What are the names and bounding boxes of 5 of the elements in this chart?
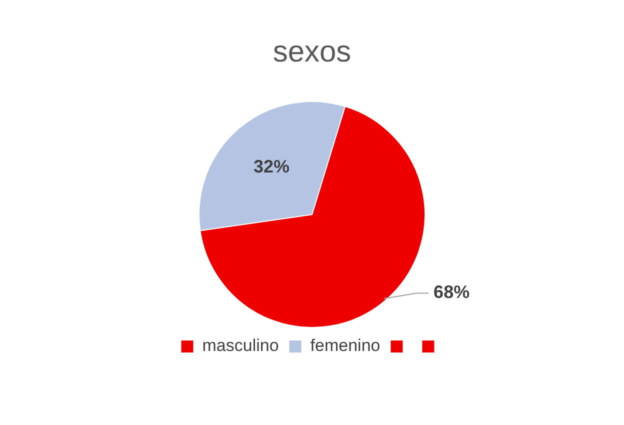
chart-title: sexos: [272, 35, 352, 68]
legend-label: femenino: [310, 336, 380, 356]
data-label: 68%: [434, 282, 470, 302]
data-label: 32%: [254, 156, 290, 176]
legend-label: masculino: [202, 336, 279, 356]
